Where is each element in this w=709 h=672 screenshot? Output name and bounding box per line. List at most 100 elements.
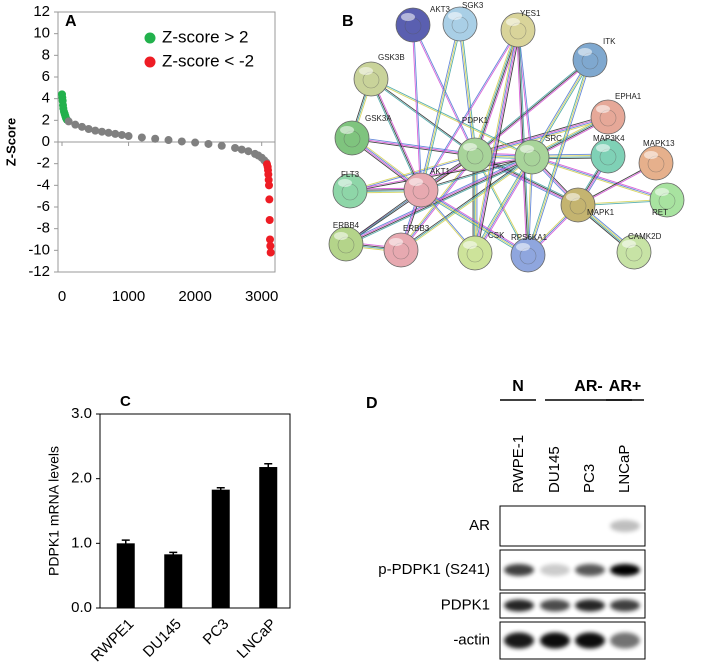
- network-edge: [401, 157, 534, 252]
- point: [244, 147, 253, 156]
- blot-band: [610, 520, 640, 532]
- node-highlight: [389, 238, 403, 246]
- point: [191, 138, 200, 147]
- point: [137, 133, 146, 142]
- network-edge: [371, 78, 423, 190]
- network-node: [457, 137, 493, 173]
- network-edge: [475, 30, 520, 254]
- node-highlight: [622, 240, 636, 248]
- lane-label: PC3: [581, 464, 598, 493]
- network-edge: [532, 60, 592, 158]
- network-edge: [420, 190, 528, 256]
- network-edge: [526, 59, 590, 255]
- y-tick-label: -10: [28, 241, 50, 258]
- y-tick-label: -2: [37, 155, 50, 172]
- network-node: [638, 145, 674, 181]
- y-axis-label: PDPK1 mRNA levels: [46, 446, 62, 576]
- node-label: RET: [652, 208, 668, 217]
- network-edge: [346, 157, 533, 245]
- point: [266, 242, 275, 250]
- blot-band: [504, 632, 534, 649]
- network-edge: [344, 154, 532, 243]
- point: [91, 126, 100, 135]
- network-edge: [411, 25, 421, 191]
- legend-marker: [144, 56, 156, 68]
- row-label: -actin: [453, 631, 490, 648]
- network-edge: [369, 79, 421, 191]
- x-tick-label: RWPE1: [88, 616, 138, 666]
- network-edge: [351, 138, 475, 157]
- network-edge: [349, 153, 475, 191]
- y-tick-label: 0: [42, 133, 50, 150]
- point: [265, 181, 274, 190]
- lane-label: DU145: [546, 446, 563, 493]
- network-edge: [352, 136, 476, 155]
- network-edge: [420, 155, 532, 190]
- node-highlight: [401, 13, 415, 21]
- node-label: MAP3K4: [593, 134, 625, 143]
- y-tick-label: 0.0: [71, 599, 92, 616]
- node-highlight: [644, 151, 658, 159]
- node-label: ITK: [603, 37, 616, 46]
- network-node: [403, 172, 439, 208]
- point: [84, 125, 93, 133]
- network-edge: [473, 58, 590, 155]
- blot-band: [575, 599, 605, 612]
- node-label: FLT3: [341, 170, 360, 179]
- point: [177, 137, 186, 146]
- network-edge: [421, 189, 529, 255]
- point: [117, 130, 126, 139]
- network-edge: [472, 155, 531, 253]
- node-highlight: [338, 179, 352, 187]
- point: [237, 145, 246, 154]
- network-edge: [413, 24, 423, 190]
- blot-band: [610, 599, 640, 612]
- network-edge: [371, 78, 533, 157]
- network-node: [395, 7, 431, 43]
- node-highlight: [596, 144, 610, 152]
- error-bar: [169, 551, 178, 557]
- y-tick-label: -6: [37, 198, 50, 215]
- point: [104, 128, 113, 137]
- node-label: CSK: [488, 231, 505, 240]
- point: [265, 216, 274, 224]
- network-edge: [400, 156, 533, 251]
- network-edge: [518, 29, 534, 157]
- panel-label: D: [366, 395, 378, 412]
- row-label: p-PDPK1 (S241): [378, 561, 490, 578]
- blot-band: [504, 599, 534, 612]
- node-highlight: [566, 193, 580, 201]
- node-highlight: [340, 126, 354, 134]
- blot-band: [610, 632, 640, 649]
- node-label: EPHA1: [615, 92, 642, 101]
- point: [266, 235, 275, 244]
- blot-band: [610, 564, 640, 576]
- network-edge: [516, 30, 528, 256]
- network-edge: [531, 156, 668, 201]
- network-node: [442, 6, 478, 42]
- network-edge: [399, 155, 532, 250]
- point: [151, 134, 160, 143]
- node-highlight: [463, 241, 477, 249]
- point: [97, 127, 106, 136]
- panel-label: B: [342, 13, 354, 30]
- network-edge: [371, 78, 476, 155]
- bar: [116, 543, 135, 608]
- y-tick-label: 2: [42, 111, 50, 128]
- network-edge: [370, 79, 532, 158]
- network-edge: [459, 23, 476, 156]
- y-tick-label: -4: [37, 176, 50, 193]
- network-edge: [474, 156, 532, 253]
- legend-label: Z-score > 2: [162, 27, 248, 46]
- network-edge: [474, 114, 608, 154]
- node-label: AKT1: [430, 167, 451, 176]
- point: [204, 139, 213, 148]
- point: [164, 136, 173, 145]
- y-tick-label: 2.0: [71, 470, 92, 487]
- lane-label: RWPE-1: [510, 435, 527, 493]
- node-label: AKT3: [430, 5, 451, 14]
- network-edge: [475, 154, 579, 205]
- x-tick-label: LNCaP: [234, 616, 280, 662]
- node-label: GSK3A: [365, 114, 392, 123]
- blot-band: [575, 564, 605, 576]
